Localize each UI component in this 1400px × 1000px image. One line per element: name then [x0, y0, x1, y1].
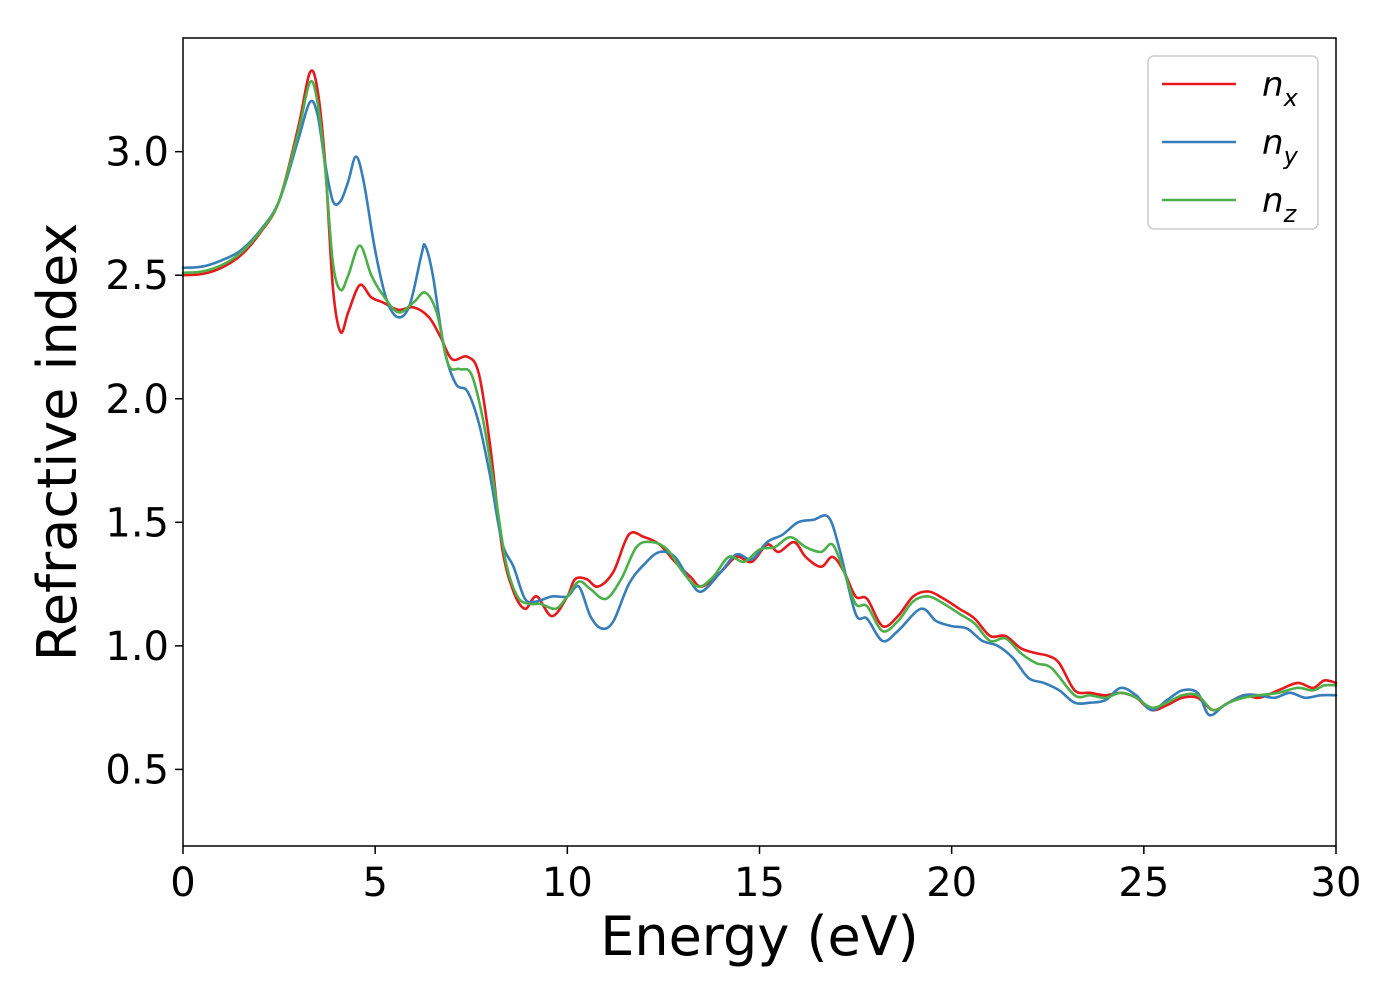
legend-entries: nx ny nz — [1162, 65, 1299, 228]
x-tick-label: 0 — [170, 860, 195, 906]
y-tick-label: 0.5 — [105, 747, 169, 793]
y-axis-title: Refractive index — [26, 223, 89, 662]
legend: nx ny nz — [1147, 55, 1319, 230]
series-line-z — [181, 80, 1338, 712]
series-layer — [181, 69, 1338, 717]
x-tick-label: 20 — [926, 860, 977, 906]
x-tick-label: 25 — [1118, 860, 1169, 906]
y-tick-label: 1.0 — [105, 624, 169, 670]
x-tick-label: 30 — [1311, 860, 1362, 906]
legend-label-x: nx — [1262, 65, 1299, 112]
legend-label-y: ny — [1262, 123, 1299, 170]
x-tick-label: 10 — [542, 860, 593, 906]
series-line-y — [181, 99, 1338, 717]
y-tick-label: 3.0 — [105, 130, 169, 176]
x-axis-title: Energy (eV) — [600, 905, 919, 968]
y-tick-label: 2.0 — [105, 377, 169, 423]
x-tick-label: 5 — [362, 860, 387, 906]
y-axis: 0.5 1.0 1.5 2.0 2.5 3.0 — [105, 130, 183, 793]
x-axis: 0 5 10 15 20 25 30 — [170, 846, 1361, 906]
x-tick-label: 15 — [734, 860, 785, 906]
y-tick-label: 2.5 — [105, 253, 169, 299]
legend-label-z: nz — [1262, 181, 1298, 228]
y-tick-label: 1.5 — [105, 500, 169, 546]
